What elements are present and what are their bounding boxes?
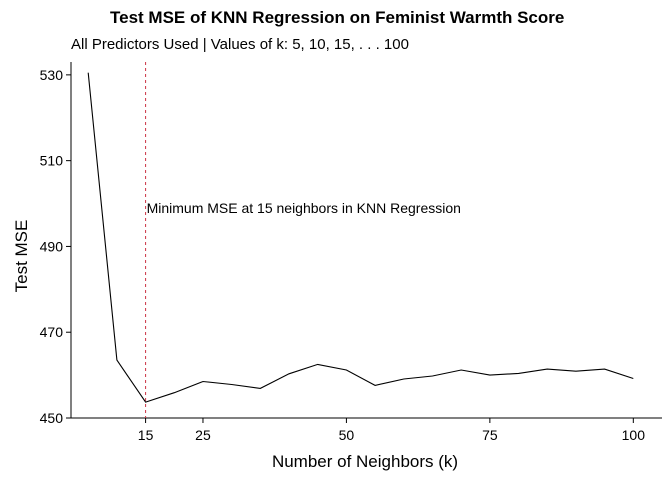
data-point xyxy=(575,370,577,372)
x-tick-label: 25 xyxy=(195,427,211,443)
y-axis-label: Test MSE xyxy=(12,219,31,293)
data-point xyxy=(604,368,606,370)
data-point xyxy=(518,373,520,375)
data-point xyxy=(403,378,405,380)
x-axis-label: Number of Neighbors (k) xyxy=(271,452,459,471)
y-tick-label: 490 xyxy=(40,238,64,254)
chart-subtitle: All Predictors Used | Values of k: 5, 10… xyxy=(71,36,409,53)
data-point xyxy=(260,388,262,390)
data-point xyxy=(145,401,147,403)
data-point xyxy=(317,364,319,366)
data-point xyxy=(173,392,175,394)
data-point xyxy=(231,384,233,386)
data-point xyxy=(87,72,89,74)
data-point xyxy=(432,375,434,377)
data-point xyxy=(374,385,376,387)
x-tick-label: 75 xyxy=(482,427,498,443)
y-tick-label: 470 xyxy=(40,324,64,340)
y-tick-label: 510 xyxy=(40,153,64,169)
data-point xyxy=(346,369,348,371)
x-tick-label: 50 xyxy=(339,427,355,443)
x-tick-label: 100 xyxy=(622,427,646,443)
y-tick-label: 450 xyxy=(40,410,64,426)
y-tick-label: 530 xyxy=(40,67,64,83)
chart-title: Test MSE of KNN Regression on Feminist W… xyxy=(110,8,565,27)
data-point xyxy=(546,368,548,370)
min-mse-annotation: Minimum MSE at 15 neighbors in KNN Regre… xyxy=(147,200,461,216)
data-point xyxy=(489,374,491,376)
x-tick-label: 15 xyxy=(138,427,154,443)
mse-series-line xyxy=(87,72,634,403)
data-point xyxy=(460,369,462,371)
data-point xyxy=(116,359,118,361)
data-point xyxy=(288,373,290,375)
data-point xyxy=(633,378,635,380)
data-point xyxy=(202,381,204,383)
